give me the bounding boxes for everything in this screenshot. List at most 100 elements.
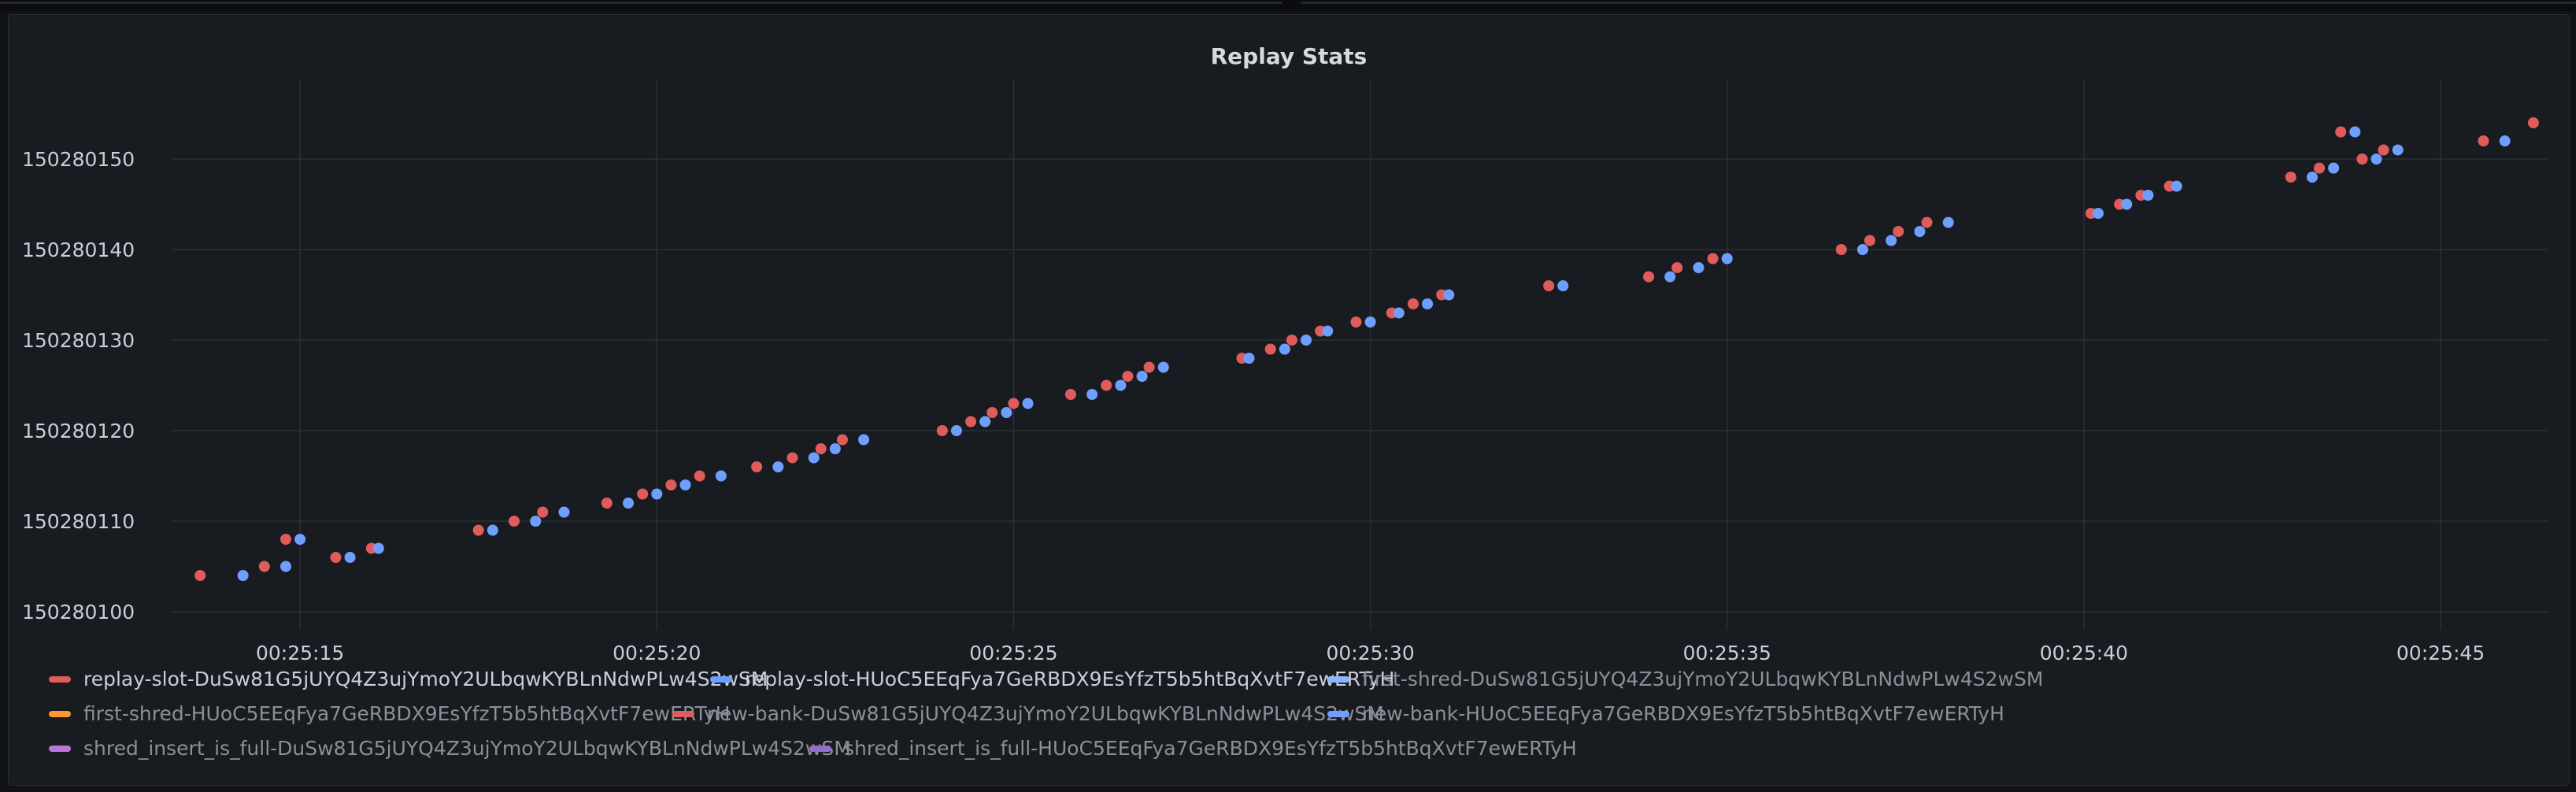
data-point-series-2 (1086, 389, 1098, 400)
data-point-series-2 (1364, 316, 1376, 328)
data-point-series-2 (858, 434, 870, 446)
y-tick-label: 150280140 (22, 239, 135, 261)
data-point-series-1 (1407, 298, 1419, 309)
data-point-series-2 (372, 542, 384, 554)
x-tick-label: 00:25:35 (1683, 642, 1771, 664)
data-point-series-1 (1143, 361, 1155, 373)
data-point-series-2 (979, 416, 991, 427)
data-point-series-1 (1921, 217, 1933, 228)
data-point-series-2 (2121, 198, 2133, 210)
x-tick-label: 00:25:25 (969, 642, 1057, 664)
data-point-series-2 (280, 561, 292, 572)
data-point-series-2 (1914, 226, 1926, 237)
data-point-series-1 (1543, 280, 1555, 291)
data-point-series-2 (2371, 154, 2382, 165)
data-point-series-1 (2478, 135, 2489, 146)
data-point-series-1 (1643, 271, 1655, 283)
data-point-series-2 (950, 425, 962, 436)
data-point-series-1 (836, 434, 848, 446)
x-tick-label: 00:25:45 (2396, 642, 2485, 664)
legend-swatch (1327, 675, 1349, 683)
top-strip (0, 0, 2576, 11)
data-point-series-1 (2285, 172, 2297, 183)
data-point-series-2 (2142, 190, 2154, 201)
data-point-series-2 (2499, 135, 2511, 146)
x-tick-label: 00:25:20 (613, 642, 701, 664)
data-point-series-2 (1886, 235, 1897, 246)
data-point-series-1 (1008, 398, 1020, 409)
data-point-series-2 (679, 479, 691, 490)
data-point-series-2 (1422, 298, 1434, 309)
data-point-series-1 (2378, 144, 2389, 156)
data-point-series-2 (1693, 262, 1704, 273)
data-point-series-1 (2356, 154, 2368, 165)
data-point-series-1 (280, 534, 292, 545)
legend-swatch (49, 675, 71, 683)
data-point-series-1 (472, 524, 484, 536)
data-point-series-2 (530, 516, 542, 527)
legend-item[interactable]: first-shred-DuSw81G5jUYQ4Z3ujYmoY2ULbqwK… (1327, 668, 2043, 690)
data-point-series-2 (237, 570, 249, 581)
legend-item[interactable]: replay-slot-HUoC5EEqFya7GeRBDX9EsYfzT5b5… (710, 668, 1394, 690)
data-point-series-2 (1022, 398, 1034, 409)
legend-label: shred_insert_is_full-HUoC5EEqFya7GeRBDX9… (844, 737, 1577, 760)
data-point-series-1 (1350, 316, 1362, 328)
y-tick-label: 150280150 (22, 148, 135, 171)
panel-title[interactable]: Replay Stats (1210, 43, 1368, 69)
legend-item[interactable]: new-bank-HUoC5EEqFya7GeRBDX9EsYfzT5b5htB… (1327, 702, 2004, 725)
data-point-series-2 (1443, 289, 1455, 301)
x-tick-label: 00:25:40 (2040, 642, 2128, 664)
legend-item[interactable]: shred_insert_is_full-DuSw81G5jUYQ4Z3ujYm… (49, 737, 851, 760)
data-point-series-2 (1115, 379, 1127, 391)
legend-swatch (49, 745, 71, 752)
top-divider-right (1301, 2, 2576, 4)
legend-item[interactable]: replay-slot-DuSw81G5jUYQ4Z3ujYmoY2ULbqwK… (49, 668, 768, 690)
data-point-series-1 (815, 443, 827, 454)
data-point-series-2 (2328, 162, 2340, 174)
legend-label: replay-slot-HUoC5EEqFya7GeRBDX9EsYfzT5b5… (745, 668, 1395, 690)
data-point-series-1 (1101, 379, 1112, 391)
data-point-series-2 (1322, 325, 1334, 337)
top-divider-left (0, 2, 1282, 4)
y-tick-label: 150280120 (22, 420, 135, 442)
data-point-series-2 (2392, 144, 2404, 156)
x-tick-label: 00:25:15 (256, 642, 344, 664)
data-point-series-2 (808, 452, 820, 464)
data-point-series-1 (786, 452, 798, 464)
legend-item[interactable]: first-shred-HUoC5EEqFya7GeRBDX9EsYfzT5b5… (49, 702, 730, 725)
data-point-series-2 (2093, 208, 2104, 219)
data-point-series-1 (2335, 126, 2347, 138)
data-point-series-1 (936, 425, 948, 436)
data-point-series-2 (1664, 271, 1676, 283)
legend-item[interactable]: new-bank-DuSw81G5jUYQ4Z3ujYmoY2ULbqwKYBL… (672, 702, 1384, 725)
data-point-series-1 (965, 416, 977, 427)
data-point-series-1 (751, 461, 763, 472)
data-point-series-2 (1942, 217, 1954, 228)
y-tick-label: 150280110 (22, 510, 135, 533)
data-point-series-1 (509, 516, 520, 527)
legend-label: first-shred-DuSw81G5jUYQ4Z3ujYmoY2ULbqwK… (1362, 668, 2044, 690)
data-point-series-2 (487, 524, 498, 536)
data-point-series-1 (537, 506, 549, 518)
data-point-series-1 (665, 479, 677, 490)
data-point-series-1 (1264, 343, 1276, 355)
data-point-series-1 (1671, 262, 1683, 273)
data-point-series-2 (2306, 172, 2318, 183)
legend-label: new-bank-HUoC5EEqFya7GeRBDX9EsYfzT5b5htB… (1362, 702, 2004, 725)
data-point-series-1 (1286, 335, 1297, 346)
data-point-series-2 (294, 534, 306, 545)
data-point-series-2 (772, 461, 784, 472)
data-point-series-2 (1279, 343, 1290, 355)
data-point-series-1 (1064, 389, 1076, 400)
data-point-series-1 (1835, 244, 1847, 255)
legend-item[interactable]: shred_insert_is_full-HUoC5EEqFya7GeRBDX9… (809, 737, 1577, 760)
legend-label: new-bank-DuSw81G5jUYQ4Z3ujYmoY2ULbqwKYBL… (707, 702, 1384, 725)
data-point-series-2 (1001, 407, 1012, 418)
chart-panel: Replay Stats (8, 14, 2570, 786)
data-point-series-1 (1893, 226, 1904, 237)
legend-label: replay-slot-DuSw81G5jUYQ4Z3ujYmoY2ULbqwK… (83, 668, 768, 690)
data-point-series-2 (2349, 126, 2361, 138)
data-point-series-2 (829, 443, 841, 454)
legend-swatch (672, 710, 694, 717)
data-point-series-2 (1136, 371, 1148, 382)
